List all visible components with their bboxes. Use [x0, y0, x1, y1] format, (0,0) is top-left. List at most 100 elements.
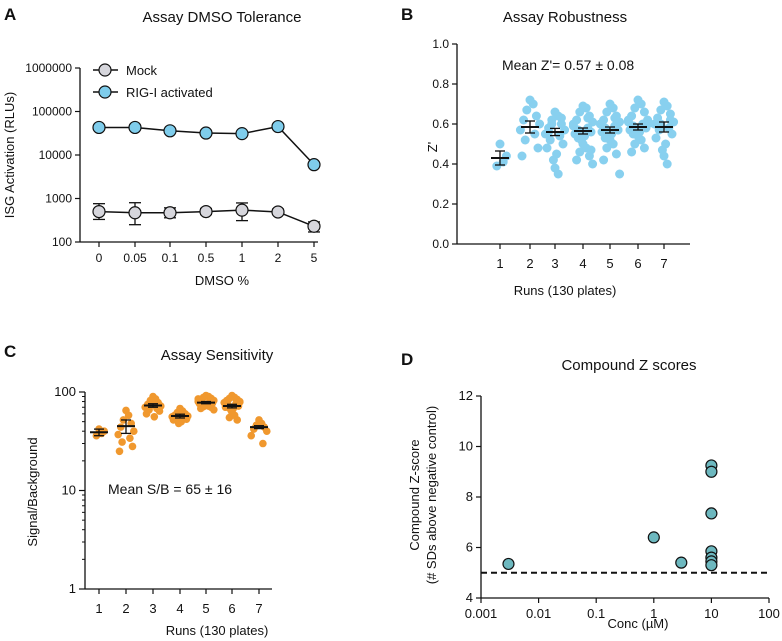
data-point-b: [608, 139, 618, 149]
data-point-a: [199, 126, 213, 140]
data-point-b: [553, 169, 563, 179]
data-point-b: [651, 133, 661, 143]
y-tick-label-a: 1000000: [25, 61, 72, 75]
data-point-a: [307, 219, 321, 233]
data-point-a: [92, 120, 106, 135]
x-tick-label-b: 4: [579, 256, 586, 271]
y-tick-label-b: 1.0: [432, 37, 449, 51]
x-axis-label-a: DMSO %: [195, 273, 250, 288]
y-tick-label-d: 10: [459, 439, 473, 454]
x-axis-label-c: Runs (130 plates): [166, 623, 269, 638]
x-tick-label-d: 0.1: [587, 606, 605, 621]
data-point-d: [705, 559, 718, 572]
x-axis-label-b: Runs (130 plates): [514, 283, 617, 298]
data-point-b: [568, 121, 578, 131]
data-point-b: [630, 139, 640, 149]
x-tick-label-b: 2: [526, 256, 533, 271]
chart-title-c: Assay Sensitivity: [161, 347, 274, 364]
data-point-b: [667, 129, 677, 139]
data-point-d: [705, 465, 718, 478]
data-point-b: [531, 111, 541, 121]
data-point-b: [639, 143, 649, 153]
data-point-b: [575, 107, 585, 117]
data-point-c: [233, 416, 241, 424]
data-point-b: [599, 155, 609, 165]
x-tick-label-a: 0.1: [162, 251, 179, 265]
data-point-d: [502, 557, 515, 571]
data-point-b: [495, 139, 505, 149]
data-point-a: [128, 206, 142, 220]
legend-label-rig: RIG-I activated: [126, 85, 213, 100]
data-point-b: [533, 143, 543, 153]
y-axis-label-b: Z': [425, 142, 440, 152]
y-tick-label-a: 1000: [45, 192, 72, 206]
data-point-b: [615, 169, 625, 179]
data-point-b: [611, 149, 621, 159]
data-point-c: [236, 398, 244, 406]
x-tick-label-b: 7: [660, 256, 667, 271]
x-tick-label-a: 0.5: [198, 251, 215, 265]
data-point-d: [705, 507, 718, 520]
data-point-b: [586, 145, 596, 155]
y-tick-label-c: 10: [62, 483, 76, 498]
x-tick-label-a: 0.05: [123, 251, 147, 265]
data-point-b: [583, 113, 593, 123]
data-point-b: [639, 107, 649, 117]
data-point-a: [271, 119, 285, 134]
y-axis-label-d: Compound Z-score: [407, 439, 422, 550]
panel-letter-d: D: [401, 350, 413, 369]
data-point-b: [572, 155, 582, 165]
legend-marker-rig: [98, 85, 112, 99]
x-tick-label-b: 6: [634, 256, 641, 271]
data-point-a: [92, 204, 106, 219]
data-point-b: [517, 151, 527, 161]
y-axis-label-c: Signal/Background: [25, 437, 40, 546]
data-point-c: [247, 431, 255, 440]
data-point-b: [588, 159, 598, 169]
data-point-a: [271, 205, 285, 219]
data-point-c: [225, 413, 234, 422]
x-tick-label-c: 6: [228, 601, 235, 616]
data-point-a: [199, 204, 213, 219]
data-point-a: [235, 203, 249, 217]
data-point-c: [150, 413, 159, 421]
data-point-b: [665, 115, 675, 125]
data-point-c: [259, 439, 267, 448]
data-point-b: [575, 147, 585, 157]
data-point-b: [610, 113, 620, 123]
y-tick-label-b: 0.8: [432, 77, 449, 91]
x-tick-label-c: 5: [202, 601, 209, 616]
x-tick-label-a: 2: [275, 251, 282, 265]
panel-letter-b: B: [401, 5, 413, 24]
data-point-c: [115, 447, 124, 456]
data-point-b: [530, 129, 540, 139]
data-point-b: [522, 105, 532, 115]
data-point-c: [118, 438, 126, 446]
data-point-b: [662, 101, 672, 111]
data-point-c: [130, 427, 138, 435]
data-point-a: [307, 158, 321, 172]
data-point-b: [636, 99, 646, 109]
panel-letter-c: C: [4, 342, 16, 361]
data-point-b: [656, 105, 666, 115]
data-point-b: [573, 133, 583, 143]
y-tick-label-b: 0.4: [432, 157, 449, 171]
data-point-c: [155, 407, 164, 415]
data-point-b: [542, 143, 552, 153]
annotation-b: Mean Z'= 0.57 ± 0.08: [502, 57, 634, 73]
chart-title-a: Assay DMSO Tolerance: [143, 9, 302, 26]
data-point-b: [528, 99, 538, 109]
y-tick-label-d: 6: [466, 540, 473, 555]
x-tick-label-b: 3: [551, 256, 558, 271]
legend-label-mock: Mock: [126, 63, 158, 78]
data-point-b: [519, 115, 529, 125]
x-tick-label-a: 0: [96, 251, 103, 265]
data-point-b: [602, 107, 612, 117]
data-point-b: [608, 103, 618, 113]
data-point-b: [558, 139, 568, 149]
x-tick-label-a: 5: [311, 251, 318, 265]
panel-letter-a: A: [4, 5, 16, 24]
data-point-b: [628, 129, 638, 139]
data-point-c: [114, 430, 122, 439]
